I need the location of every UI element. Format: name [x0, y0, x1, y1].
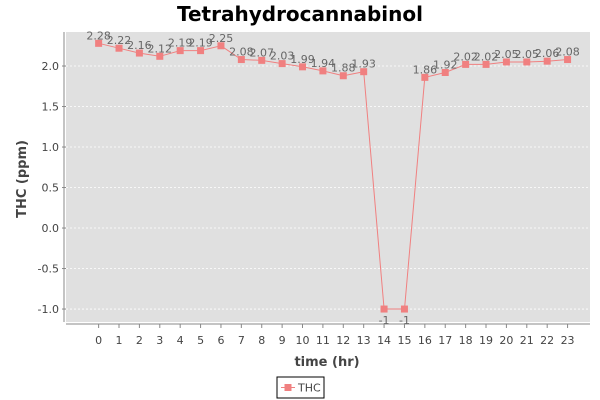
x-tick-label: 20	[499, 334, 513, 347]
x-tick-label: 18	[459, 334, 473, 347]
data-label: 2.08	[555, 46, 580, 59]
data-label: 2.02	[453, 50, 478, 63]
x-tick-label: 16	[418, 334, 432, 347]
x-tick-label: 9	[279, 334, 286, 347]
y-tick-label: 0.0	[42, 222, 60, 235]
data-label: -1	[379, 314, 390, 327]
x-tick-label: 11	[316, 334, 330, 347]
data-point	[462, 60, 470, 68]
data-label: 2.28	[86, 29, 111, 42]
axes: -1.0-0.50.00.51.01.52.00 1 2 3 4 5 6 7 8 9 10 11 12 1…	[38, 32, 590, 347]
y-axis-label: THC (ppm)	[15, 140, 30, 218]
data-point	[299, 63, 307, 71]
data-point	[482, 60, 490, 68]
data-point	[502, 58, 510, 66]
legend-marker	[284, 384, 292, 391]
x-tick-label: 5	[197, 334, 204, 347]
legend-box	[276, 376, 325, 399]
data-label: 2.05	[515, 48, 540, 61]
data-point	[421, 73, 429, 81]
data-label: 1.94	[311, 57, 336, 70]
y-tick-label: 2.0	[42, 60, 60, 73]
data-point	[564, 56, 572, 64]
x-tick-label: 8	[258, 334, 265, 347]
x-tick-label: 2	[136, 334, 143, 347]
data-label: 2.19	[168, 37, 193, 50]
data-label: 2.25	[209, 32, 234, 45]
data-point	[135, 49, 143, 57]
chart-title: Tetrahydrocannabinol	[177, 2, 423, 26]
data-point	[258, 56, 266, 64]
series-layer	[95, 39, 572, 313]
data-point	[360, 68, 368, 76]
x-tick-label: 0	[95, 334, 102, 347]
x-tick-label: 23	[561, 334, 575, 347]
data-point	[380, 305, 388, 313]
data-point	[319, 67, 327, 75]
data-labels: 2.282.222.162.122.192.192.252.082.072.03…	[86, 29, 579, 327]
data-point	[197, 47, 205, 55]
x-tick-label: 13	[357, 334, 371, 347]
x-tick-label: 4	[177, 334, 184, 347]
data-label: 1.92	[433, 59, 458, 72]
x-tick-label: 1	[116, 334, 123, 347]
x-tick-label: 3	[156, 334, 163, 347]
data-label: 1.88	[331, 62, 356, 75]
data-point	[400, 305, 408, 313]
x-tick-label: 6	[217, 334, 224, 347]
data-label: 2.22	[107, 34, 132, 47]
data-point	[217, 42, 225, 50]
data-label: 2.06	[535, 47, 560, 60]
y-tick-label: 1.5	[42, 101, 60, 114]
data-label: 2.02	[474, 50, 499, 63]
data-point	[339, 72, 347, 80]
data-label: 1.86	[413, 63, 438, 76]
data-label: 2.07	[249, 46, 274, 59]
y-tick-label: 1.0	[42, 141, 60, 154]
y-tick-label: -0.5	[38, 263, 59, 276]
legend: THC	[276, 376, 325, 399]
x-tick-label: 17	[438, 334, 452, 347]
data-label: 2.16	[127, 39, 152, 52]
data-point	[278, 60, 286, 68]
data-point	[237, 56, 245, 64]
data-point	[176, 47, 184, 55]
data-point	[115, 44, 123, 52]
data-point	[523, 58, 531, 66]
x-tick-label: 12	[336, 334, 350, 347]
data-label: 2.12	[148, 42, 173, 55]
x-tick-label: 14	[377, 334, 391, 347]
grid	[66, 65, 590, 310]
data-label: 2.05	[494, 48, 519, 61]
data-label: -1	[399, 314, 410, 327]
x-tick-label: 22	[540, 334, 554, 347]
x-tick-label: 19	[479, 334, 493, 347]
data-label: 2.03	[270, 50, 295, 63]
x-tick-label: 10	[296, 334, 310, 347]
data-label: 1.99	[290, 53, 315, 66]
x-tick-label: 7	[238, 334, 245, 347]
data-point	[543, 57, 551, 65]
x-tick-label: 15	[397, 334, 411, 347]
data-point	[441, 69, 449, 77]
data-label: 2.19	[188, 37, 213, 50]
y-tick-label: -1.0	[38, 303, 59, 316]
x-tick-label: 21	[520, 334, 534, 347]
data-label: 2.08	[229, 46, 254, 59]
legend-label: THC	[297, 382, 321, 395]
data-point	[95, 39, 103, 47]
x-axis-label: time (hr)	[294, 355, 359, 370]
y-tick-label: 0.5	[42, 182, 60, 195]
data-label: 1.93	[351, 58, 376, 71]
data-point	[156, 52, 164, 60]
plot-area	[66, 32, 590, 322]
